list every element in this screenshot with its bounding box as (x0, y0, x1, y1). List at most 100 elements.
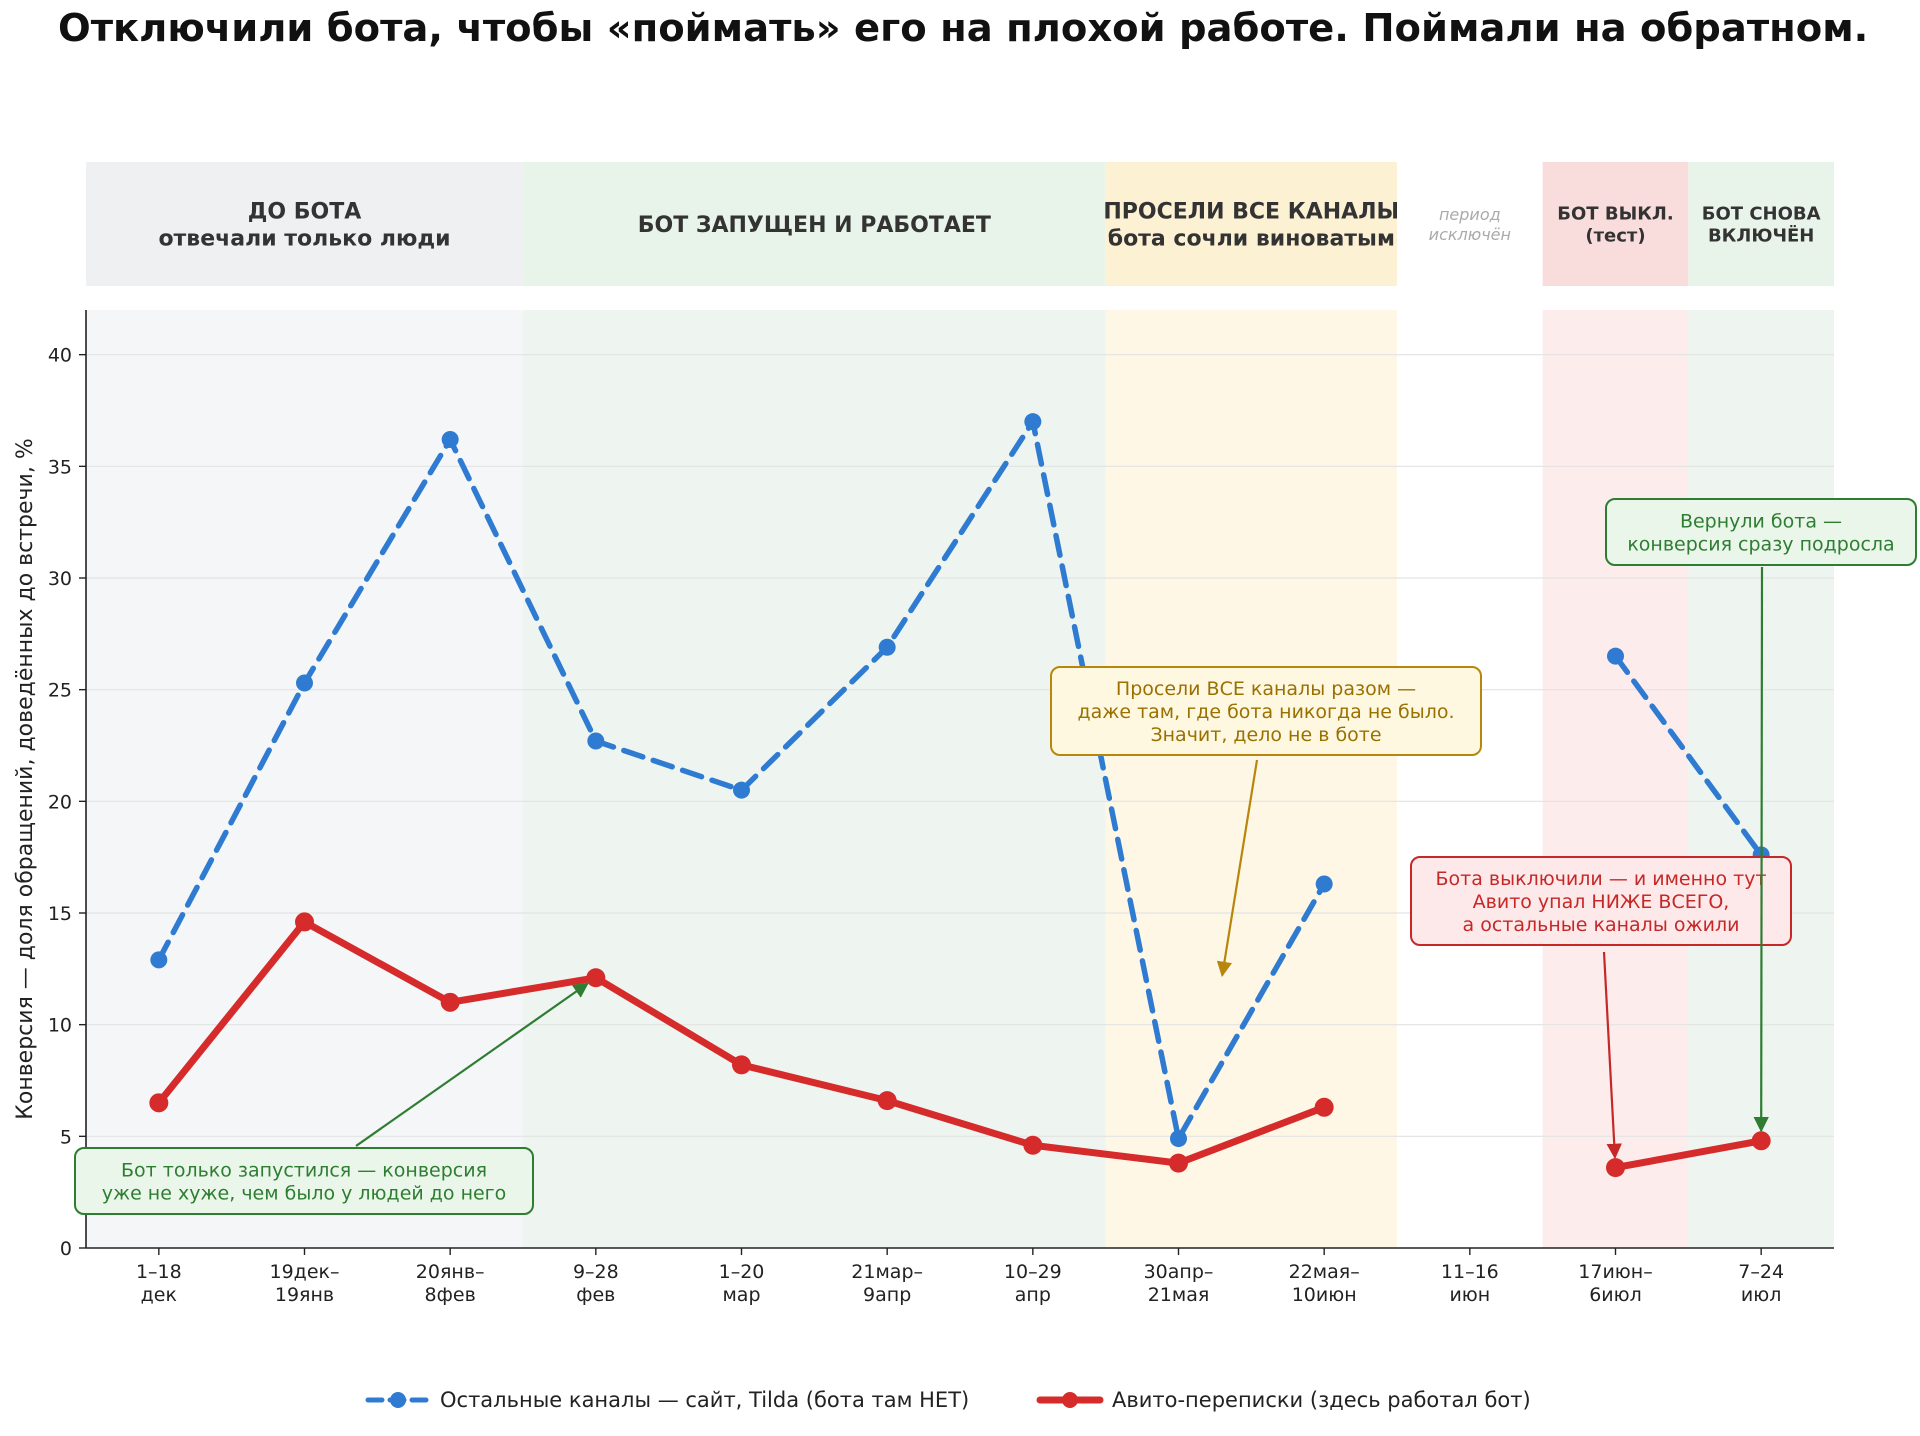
annotation-text-0-1: уже не хуже, чем было у людей до него (102, 1183, 507, 1205)
period-label-2-0: ПРОСЕЛИ ВСЕ КАНАЛЫ (1103, 199, 1399, 224)
series-0-point-5 (878, 638, 896, 656)
annotation-box-0 (74, 1147, 534, 1215)
y-axis-label: Конверсия — доля обращений, доведённых д… (13, 438, 38, 1120)
annotation-text-1-1: даже там, где бота никогда не было. (1077, 701, 1454, 723)
series-0-point-7 (1170, 1130, 1187, 1148)
period-bands (86, 310, 1834, 1248)
period-band-4 (1542, 310, 1689, 1248)
legend-label-1: Авито-переписки (здесь работал бот) (1112, 1388, 1531, 1412)
x-tick-label-3-1: фев (576, 1284, 615, 1306)
x-tick-label-0-1: дек (141, 1284, 177, 1306)
annotation-arrow-0 (355, 982, 589, 1147)
x-tick-label-1-0: 19дек– (270, 1261, 340, 1283)
x-tick-label-7-0: 30апр– (1144, 1261, 1214, 1283)
x-tick-label-7-1: 21мая (1148, 1284, 1210, 1306)
annotation-text-2-2: а остальные каналы ожили (1463, 914, 1740, 936)
period-band-3 (1397, 310, 1543, 1248)
annotation-text-1-2: Значит, дело не в боте (1150, 724, 1381, 746)
series-0-point-10 (1607, 647, 1624, 665)
x-tick-label-11-1: июл (1741, 1284, 1782, 1306)
series-0-line-1 (1612, 653, 1764, 858)
x-tick-label-2-0: 20янв– (416, 1261, 485, 1283)
period-header-4 (1542, 162, 1689, 286)
period-label-4-1: (тест) (1585, 225, 1645, 246)
chart-title: Отключили бота, чтобы «поймать» его на п… (58, 6, 1869, 51)
x-tick-label-10-0: 17июн– (1578, 1261, 1652, 1283)
period-label-4-0: БОТ ВЫКЛ. (1557, 203, 1673, 224)
series (149, 413, 1771, 1178)
x-tick-label-4-1: мар (722, 1284, 760, 1306)
x-tick-label-3-0: 9–28 (573, 1261, 619, 1283)
annotation-text-0-0: Бот только запустился — конверсия (121, 1160, 487, 1182)
series-1-line-1 (1612, 1137, 1765, 1172)
y-tick-label-6: 30 (48, 568, 72, 590)
series-1-point-0 (149, 1093, 169, 1113)
annotation-box-2 (1410, 856, 1792, 946)
series-0-point-3 (587, 732, 605, 750)
x-tick-label-8-0: 22мая– (1289, 1261, 1360, 1283)
series-0-point-2 (441, 431, 459, 449)
series-0-point-0 (150, 951, 168, 969)
series-1-point-11 (1751, 1131, 1771, 1151)
y-tick-label-1: 5 (60, 1126, 72, 1148)
y-tick-label-3: 15 (48, 903, 72, 925)
annotation-box-3 (1605, 498, 1917, 566)
period-header-2 (1105, 162, 1397, 286)
y-tick-label-2: 10 (48, 1015, 72, 1037)
x-tick-label-0-0: 1–18 (136, 1261, 182, 1283)
y-tick-label-4: 20 (48, 791, 72, 813)
series-0-point-8 (1315, 875, 1333, 893)
series-1-point-7 (1169, 1153, 1188, 1173)
period-label-3-1: исключён (1429, 225, 1511, 244)
series-1-point-6 (1023, 1135, 1043, 1155)
x-tick-label-5-0: 21мар– (851, 1261, 923, 1283)
annotation-text-2-0: Бота выключили — и именно тут (1435, 868, 1766, 890)
period-label-5-0: БОТ СНОВА (1702, 203, 1821, 224)
x-tick-label-2-1: 8фев (425, 1284, 476, 1306)
x-tick-label-5-1: 9апр (863, 1284, 911, 1306)
series-0-point-4 (733, 781, 750, 799)
annotation-text-1-0: Просели ВСЕ каналы разом — (1116, 678, 1416, 700)
series-1-point-10 (1606, 1158, 1625, 1178)
series-1-point-2 (440, 992, 460, 1012)
annotation-arrow-1 (1216, 759, 1259, 978)
x-tick-label-8-1: 10июн (1292, 1284, 1357, 1306)
legend: Остальные каналы — сайт, Tilda (бота там… (365, 1388, 1531, 1412)
y-tick-label-7: 35 (48, 456, 72, 478)
period-band-1 (523, 310, 1106, 1248)
series-0-point-6 (1024, 413, 1042, 431)
period-header-1 (523, 162, 1106, 286)
annotation-arrow-3 (1753, 566, 1769, 1133)
x-tick-label-4-0: 1–20 (719, 1261, 765, 1283)
period-label-1-0: БОТ ЗАПУЩЕН И РАБОТАЕТ (638, 213, 991, 238)
y-tick-label-0: 0 (60, 1238, 72, 1260)
y-tick-label-5: 25 (48, 680, 72, 702)
x-tick-label-9-0: 11–16 (1441, 1261, 1499, 1283)
annotation-box-1 (1050, 666, 1482, 756)
period-label-2-1: бота сочли виноватым (1108, 226, 1395, 251)
period-header-0 (86, 162, 523, 286)
annotation-text-2-1: Авито упал НИЖЕ ВСЕГО, (1473, 891, 1730, 913)
y-tick-label-8: 40 (48, 345, 72, 367)
period-band-2 (1105, 310, 1397, 1248)
legend-label-0: Остальные каналы — сайт, Tilda (бота там… (440, 1388, 969, 1412)
series-1-point-4 (732, 1055, 751, 1075)
legend-swatch-marker-1 (1062, 1392, 1078, 1408)
x-tick-label-6-1: апр (1015, 1284, 1051, 1306)
x-tick-label-1-1: 19янв (275, 1284, 334, 1306)
period-label-3-0: период (1439, 205, 1501, 224)
period-label-5-1: ВКЛЮЧЁН (1708, 224, 1814, 246)
legend-swatch-marker-0 (390, 1392, 406, 1408)
x-tick-label-11-0: 7–24 (1738, 1261, 1784, 1283)
series-1-point-8 (1314, 1097, 1334, 1117)
period-label-0-0: ДО БОТА (248, 199, 361, 224)
annotation-text-3-1: конверсия сразу подросла (1627, 534, 1894, 556)
series-1-point-3 (586, 968, 606, 988)
annotation-arrow-2 (1602, 951, 1622, 1160)
series-1-point-5 (877, 1091, 897, 1111)
x-tick-label-6-0: 10–29 (1004, 1261, 1062, 1283)
x-tick-label-10-1: 6июл (1589, 1284, 1642, 1306)
